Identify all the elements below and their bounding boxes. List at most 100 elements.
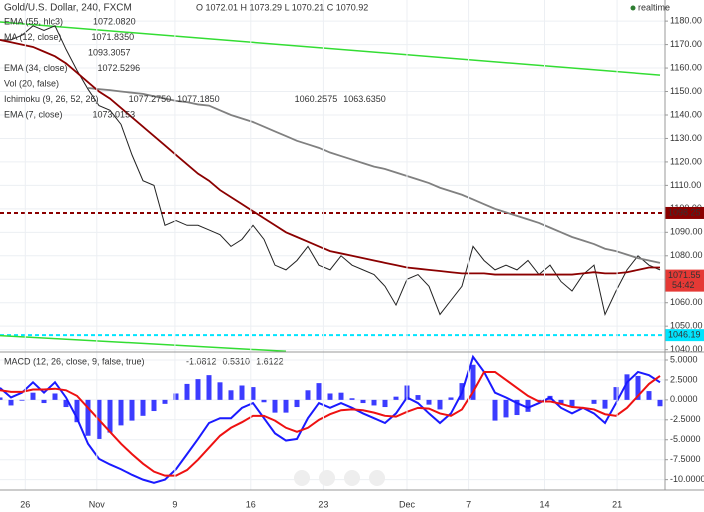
histogram-bar <box>415 395 421 400</box>
trend-line <box>0 21 661 76</box>
series-line <box>87 87 661 264</box>
y-tick-label: 1080.00 <box>670 250 703 260</box>
histogram-bar <box>140 399 146 416</box>
histogram-bar <box>393 396 399 400</box>
series-line <box>0 354 661 484</box>
macd-title: MACD (12, 26, close, 9, false, true) <box>4 356 145 366</box>
price-label-bg <box>665 329 704 342</box>
x-tick-label: Dec <box>399 499 416 509</box>
histogram-bar <box>635 375 641 400</box>
x-tick-label: 21 <box>612 499 622 509</box>
macd-reading: -1.0812 <box>186 356 217 366</box>
y-tick-label: 1150.00 <box>670 86 702 96</box>
button[interactable] <box>319 470 335 486</box>
histogram-bar <box>30 392 36 400</box>
price-label: 1046.19 <box>668 330 701 340</box>
histogram-bar <box>360 399 366 404</box>
histogram-bar <box>283 399 289 413</box>
x-tick-label: 23 <box>318 499 328 509</box>
y-tick-label: 1040.00 <box>670 344 703 354</box>
indicator-reading: 1063.6350 <box>343 94 386 104</box>
histogram-bar <box>305 390 311 400</box>
histogram-bar <box>250 387 256 400</box>
indicator-reading: 1072.5296 <box>98 63 141 73</box>
histogram-bar <box>316 383 322 400</box>
series-line <box>0 370 661 477</box>
series-line <box>0 39 660 276</box>
macd-reading: 0.5310 <box>223 356 251 366</box>
y-tick-label: 1050.00 <box>670 321 703 331</box>
button[interactable] <box>294 470 310 486</box>
histogram-bar <box>261 399 267 403</box>
indicator-name: Ichimoku (9, 26, 52, 26) <box>4 94 99 104</box>
y-tick-label: -2.5000 <box>670 414 701 424</box>
price-label: 1098.25 <box>668 207 701 217</box>
macd-reading: 1.6122 <box>256 356 284 366</box>
price-label-bg <box>665 206 704 219</box>
y-tick-label: 1180.00 <box>670 15 702 25</box>
indicator-reading: 1093.3057 <box>88 47 131 57</box>
histogram-bar <box>52 393 58 400</box>
histogram-bar <box>294 399 300 408</box>
indicator-reading: 1077.1850 <box>177 94 220 104</box>
histogram-bar <box>503 399 509 418</box>
histogram-bar <box>195 379 201 400</box>
y-tick-label: -5.0000 <box>670 434 701 444</box>
histogram-bar <box>514 399 520 416</box>
histogram-bar <box>272 399 278 413</box>
legend: Gold/U.S. Dollar, 240, FXCM O 1072.01 H … <box>4 2 670 13</box>
y-tick-label: 1090.00 <box>670 227 703 237</box>
status-dot <box>630 5 636 11</box>
histogram-bar <box>118 399 124 426</box>
histogram-bar <box>448 397 454 400</box>
button[interactable] <box>344 470 360 486</box>
histogram-bar <box>657 399 663 407</box>
x-tick-label: 7 <box>466 499 471 509</box>
y-tick-label: 5.0000 <box>670 354 698 364</box>
histogram-bar <box>602 399 608 409</box>
histogram-bar <box>162 399 168 404</box>
x-tick-label: 14 <box>539 499 549 509</box>
ohlc: O 1072.01 H 1073.29 L 1070.21 C 1070.92 <box>196 2 368 12</box>
status: realtime <box>638 2 670 12</box>
indicator-legend: EMA (55, hlc3) 1072.0820 MA (12, close) 107… <box>4 16 386 119</box>
x-tick-label: Nov <box>89 499 106 509</box>
y-tick-label: 1160.00 <box>670 62 702 72</box>
histogram-bar <box>613 387 619 400</box>
nav-buttons <box>294 470 385 486</box>
histogram-bar <box>8 399 14 406</box>
indicator-reading: 1077.2750 <box>129 94 172 104</box>
histogram-bar <box>184 383 190 400</box>
histogram-bar <box>206 375 212 400</box>
histogram-bar <box>151 399 157 412</box>
histogram-bar <box>646 391 652 400</box>
histogram-bar <box>173 393 179 400</box>
y-tick-label: 0.0000 <box>670 394 698 404</box>
histogram-bar <box>85 399 91 436</box>
histogram-bar <box>239 385 245 400</box>
y-tick-label: 1060.00 <box>670 297 703 307</box>
histogram-bar <box>338 392 344 400</box>
histogram-bar <box>470 364 476 400</box>
last-price-bg <box>665 269 704 292</box>
histogram-bar <box>19 399 25 401</box>
indicator-reading: 1073.0153 <box>93 109 136 119</box>
y-tick-label: 1110.00 <box>670 180 701 190</box>
histogram-bar <box>624 374 630 400</box>
y-tick-label: -7.5000 <box>670 454 701 464</box>
histogram-bar <box>228 390 234 400</box>
y-tick-label: 2.5000 <box>670 374 698 384</box>
symbol-title: Gold/U.S. Dollar, 240, FXCM <box>4 3 132 14</box>
y-tick-label: 1170.00 <box>670 39 702 49</box>
button[interactable] <box>369 470 385 486</box>
trend-line <box>0 334 287 353</box>
y-tick-label: 1120.00 <box>670 156 702 166</box>
histogram-bar <box>382 399 388 408</box>
y-tick-label: 1130.00 <box>670 133 702 143</box>
histogram-bar <box>371 399 377 406</box>
histogram-bar <box>426 399 432 405</box>
histogram-bar <box>74 399 80 423</box>
histogram-bar <box>129 399 135 421</box>
